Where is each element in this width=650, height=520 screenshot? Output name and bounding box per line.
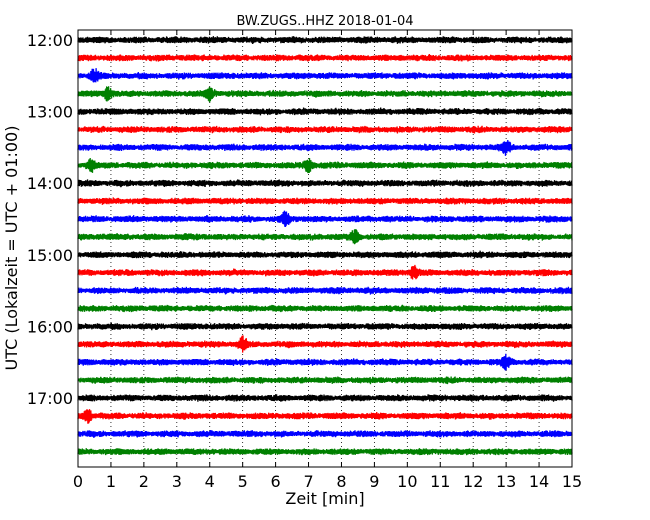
trace-1245 bbox=[77, 86, 573, 103]
y-tick-label: 17:00 bbox=[27, 389, 73, 408]
y-tick-label: 15:00 bbox=[27, 246, 73, 265]
y-tick-label: 14:00 bbox=[27, 174, 73, 193]
trace-1500 bbox=[77, 250, 573, 259]
trace-1515 bbox=[77, 264, 573, 280]
y-tick-label: 12:00 bbox=[27, 31, 73, 50]
trace-1530 bbox=[77, 286, 573, 295]
x-tick-label: 11 bbox=[430, 472, 450, 491]
minute-gridlines bbox=[110, 30, 540, 467]
x-tick-label: 1 bbox=[106, 472, 116, 491]
trace-1645 bbox=[77, 376, 573, 385]
trace-1615 bbox=[77, 335, 573, 353]
x-tick-label: 9 bbox=[369, 472, 379, 491]
x-tick-label: 2 bbox=[139, 472, 149, 491]
trace-1545 bbox=[77, 304, 573, 313]
trace-1730 bbox=[77, 429, 573, 438]
x-tick-label: 13 bbox=[496, 472, 516, 491]
trace-1345 bbox=[77, 157, 573, 174]
x-tick-label: 4 bbox=[205, 472, 215, 491]
trace-1300 bbox=[77, 107, 573, 116]
x-tick-label: 14 bbox=[529, 472, 549, 491]
y-tick-label: 16:00 bbox=[27, 317, 73, 336]
trace-1445 bbox=[77, 229, 573, 245]
x-tick-label: 6 bbox=[271, 472, 281, 491]
x-tick-label: 7 bbox=[303, 472, 313, 491]
plot-frame bbox=[77, 29, 573, 468]
x-tick-label: 5 bbox=[238, 472, 248, 491]
trace-1330 bbox=[77, 140, 573, 156]
trace-1715 bbox=[77, 409, 573, 424]
trace-1745 bbox=[77, 448, 573, 456]
trace-1230 bbox=[77, 68, 573, 83]
x-tick-label: 0 bbox=[73, 472, 83, 491]
y-tick-label: 13:00 bbox=[27, 103, 73, 122]
x-tick-label: 10 bbox=[397, 472, 417, 491]
x-axis-label: Zeit [min] bbox=[285, 489, 364, 508]
axis-ticks: 0 1 2 3 4 5 6 7 8 9 10 11 12 13 14 1512:0013:0014:0015:… bbox=[27, 30, 582, 491]
seismogram-traces bbox=[77, 36, 573, 456]
x-tick-label: 3 bbox=[172, 472, 182, 491]
x-tick-label: 12 bbox=[463, 472, 483, 491]
x-tick-label: 15 bbox=[562, 472, 582, 491]
trace-1700 bbox=[77, 394, 573, 402]
trace-1630 bbox=[77, 353, 573, 371]
trace-1215 bbox=[77, 53, 573, 62]
trace-1415 bbox=[77, 197, 573, 205]
y-axis-label: UTC (Lokalzeit = UTC + 01:00) bbox=[2, 126, 21, 371]
trace-1400 bbox=[77, 179, 573, 188]
chart-title: BW.ZUGS..HHZ 2018-01-04 bbox=[236, 14, 413, 29]
trace-1430 bbox=[77, 210, 573, 227]
x-tick-label: 8 bbox=[336, 472, 346, 491]
trace-1315 bbox=[77, 125, 573, 134]
trace-1600 bbox=[77, 322, 573, 331]
trace-1200 bbox=[77, 36, 573, 45]
